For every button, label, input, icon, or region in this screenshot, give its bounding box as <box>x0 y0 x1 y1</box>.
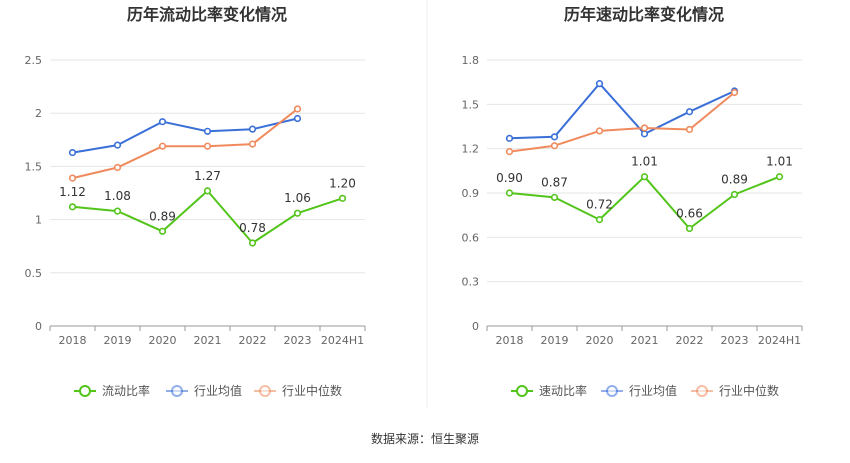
chart1-data-label: 1.27 <box>194 169 221 183</box>
chart2-x-tick-label: 2024H1 <box>758 334 801 347</box>
chart1-series-1-line <box>72 117 298 154</box>
chart1-series-1-point <box>158 118 167 126</box>
chart2-series-2-point <box>640 124 649 132</box>
chart1-series-0-point <box>158 227 167 235</box>
chart1-legend-swatch-marker <box>171 385 183 397</box>
chart1-title: 历年流动比率变化情况 <box>127 5 287 24</box>
chart1-series-0-point <box>293 209 302 217</box>
chart2-series-0-point <box>550 193 559 202</box>
chart1-legend-label: 行业均值 <box>194 383 242 398</box>
chart1-x-tick-label: 2023 <box>284 334 312 347</box>
chart1-series-0-point <box>248 239 257 247</box>
chart1-x-tick-label: 2022 <box>239 334 267 347</box>
chart1-data-label: 0.78 <box>239 221 266 235</box>
chart2-data-label: 0.90 <box>496 171 523 185</box>
chart2-data-label: 0.66 <box>676 206 703 220</box>
chart2-title: 历年速动比率变化情况 <box>564 5 724 24</box>
chart2-series-2-point <box>595 127 604 135</box>
chart2-x-tick-label: 2022 <box>676 334 704 347</box>
chart1-data-label: 0.89 <box>149 209 176 223</box>
chart2-y-tick-label: 0.3 <box>462 276 480 289</box>
chart1-y-tick-label: 0.5 <box>25 267 43 280</box>
chart1-series-1-point <box>113 141 122 149</box>
chart2-series-1-point <box>685 108 694 116</box>
chart2-y-tick-label: 0.9 <box>462 187 480 200</box>
chart1-series-2-line <box>72 108 299 180</box>
chart1-x-tick-label: 2019 <box>104 334 132 347</box>
chart2-legend-swatch-marker <box>696 385 708 397</box>
chart2-y-tick-label: 0.6 <box>462 231 480 244</box>
chart1-series-1-point <box>293 114 302 123</box>
chart1-data-label: 1.20 <box>329 176 356 190</box>
chart2-legend-label: 行业中位数 <box>719 383 779 398</box>
chart1-series-2-point <box>203 142 212 150</box>
chart1-series-1-point <box>68 148 77 157</box>
chart1-y-tick-label: 1 <box>35 214 42 227</box>
chart1-series-0-point <box>68 203 77 211</box>
chart1-y-tick-label: 2.5 <box>25 54 43 67</box>
chart2-x-tick-label: 2019 <box>541 334 569 347</box>
chart1-y-tick-label: 0 <box>35 320 42 333</box>
chart2-data-label: 1.01 <box>631 155 658 169</box>
chart2-series-2-line <box>509 91 736 153</box>
chart1-series-2-point <box>158 142 167 150</box>
chart2-series-0-point <box>505 189 514 197</box>
chart1-data-label: 1.12 <box>59 185 86 199</box>
chart2-series-0-point <box>685 224 694 233</box>
chart1-x-tick-label: 2018 <box>59 334 87 347</box>
chart2-series-0-point <box>640 173 649 181</box>
chart2-series-2-point <box>730 88 739 97</box>
chart1-legend-label: 行业中位数 <box>282 383 342 398</box>
chart1-legend-swatch-marker <box>79 385 91 397</box>
chart2-data-label: 0.72 <box>586 198 613 212</box>
chart2-legend-swatch-marker <box>516 385 528 397</box>
chart2-legend-label: 行业均值 <box>629 383 677 398</box>
chart1-series-2-point <box>113 163 122 172</box>
chart1-data-label: 1.06 <box>284 191 311 205</box>
chart2-series-1-point <box>550 133 559 141</box>
chart1-legend-swatch-marker <box>259 385 271 397</box>
chart2-legend-swatch-marker <box>606 385 618 397</box>
chart2-data-label: 1.01 <box>766 155 793 169</box>
chart1-x-tick-label: 2024H1 <box>321 334 364 347</box>
chart1-series-0-point <box>113 207 122 215</box>
chart1-series-0-point <box>338 194 347 202</box>
chart2-x-tick-label: 2021 <box>631 334 659 347</box>
chart2-series-2-point <box>685 125 694 134</box>
chart2-x-tick-label: 2020 <box>586 334 614 347</box>
chart2-data-label: 0.89 <box>721 172 748 186</box>
chart2-x-tick-label: 2023 <box>721 334 749 347</box>
chart2-y-tick-label: 1.2 <box>462 143 480 156</box>
chart1-series-0-point <box>203 187 212 195</box>
chart1-series-2-point <box>68 174 77 182</box>
chart2-series-0-point <box>775 173 784 181</box>
chart2-series-0-point <box>595 216 604 224</box>
chart2-series-2-point <box>550 142 559 150</box>
chart2-series-2-point <box>505 148 514 156</box>
chart1-y-tick-label: 2 <box>35 107 42 120</box>
chart1-series-1-point <box>203 127 212 135</box>
chart1-legend-label: 流动比率 <box>102 383 150 398</box>
chart2-y-tick-label: 0 <box>472 320 479 333</box>
chart1-x-tick-label: 2020 <box>149 334 177 347</box>
chart2-y-tick-label: 1.8 <box>462 54 480 67</box>
chart1-y-tick-label: 1.5 <box>25 160 43 173</box>
chart2-data-label: 0.87 <box>541 175 568 189</box>
chart2-series-1-point <box>640 130 649 138</box>
chart2-series-1-point <box>595 80 604 88</box>
chart2-y-tick-label: 1.5 <box>462 98 480 111</box>
chart2-series-0-point <box>730 190 739 199</box>
chart2-series-1-line <box>509 82 735 140</box>
chart1-series-2-point <box>248 140 257 148</box>
chart1-x-tick-label: 2021 <box>194 334 222 347</box>
chart2-legend-label: 速动比率 <box>539 383 587 398</box>
chart1-series-2-point <box>293 105 302 113</box>
chart1-data-label: 1.08 <box>104 189 131 203</box>
chart2-series-1-point <box>505 134 514 142</box>
chart1-series-1-point <box>248 125 257 133</box>
data-source-label: 数据来源：恒生聚源 <box>371 431 479 446</box>
chart2-x-tick-label: 2018 <box>496 334 524 347</box>
